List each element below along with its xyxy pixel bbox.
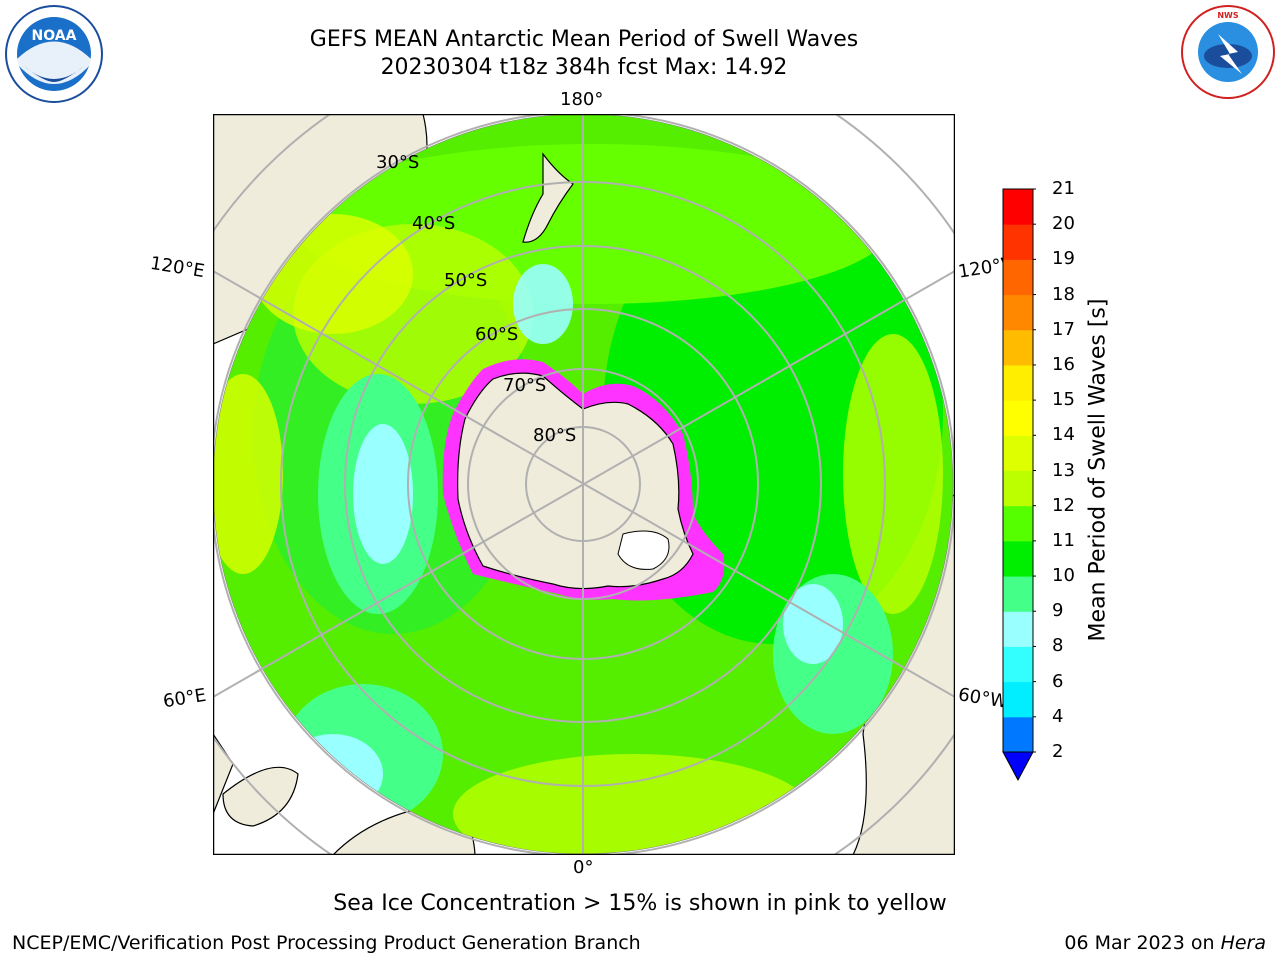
colorbar-band: [1003, 329, 1033, 366]
map-subtitle: 20230304 t18z 384h fcst Max: 14.92: [380, 55, 788, 80]
colorbar-tick-label: 15: [1052, 389, 1075, 411]
colorbar-tick-label: 10: [1052, 565, 1075, 587]
nws-logo: NWS: [1178, 4, 1278, 100]
colorbar-tick-label: 14: [1052, 424, 1075, 446]
svg-text:NWS: NWS: [1217, 11, 1239, 20]
colorbar-band: [1003, 540, 1033, 577]
colorbar-band: [1003, 364, 1033, 401]
lat-label-60s: 60°S: [475, 324, 519, 345]
footer-host: Hera: [1220, 932, 1266, 954]
colorbar-band: [1003, 294, 1033, 331]
colorbar-band: [1003, 646, 1033, 683]
lon-label-180: 180°: [560, 89, 604, 110]
africa-west-landmass: [213, 732, 234, 815]
colorbar-tick-label: 16: [1052, 353, 1075, 375]
lat-label-70s: 70°S: [503, 375, 547, 396]
colorbar-label: Mean Period of Swell Waves [s]: [1085, 298, 1111, 642]
colorbar-band: [1003, 716, 1033, 753]
colorbar-under-triangle: [1002, 751, 1034, 782]
colorbar-tick-label: 21: [1052, 178, 1075, 199]
colorbar-tick-label: 20: [1052, 213, 1075, 235]
colorbar-tick-label: 13: [1052, 459, 1075, 481]
lat-label-50s: 50°S: [444, 270, 488, 291]
noaa-logo: NOAA: [4, 4, 104, 104]
colorbar-band: [1003, 470, 1033, 507]
lon-label-120e: 120°E: [148, 252, 207, 283]
antarctic-ice-shelf: [617, 530, 670, 570]
footer-date: 06 Mar 2023 on Hera: [1064, 932, 1266, 954]
colorbar-tick-label: 12: [1052, 494, 1075, 516]
colorbar-tick-label: 11: [1052, 529, 1075, 551]
lat-label-30s: 30°S: [376, 152, 420, 173]
colorbar-band: [1003, 189, 1033, 225]
lat-label-80s: 80°S: [533, 425, 577, 446]
madagascar-landmass: [222, 766, 299, 827]
colorbar: [1002, 188, 1036, 782]
lat-label-40s: 40°S: [412, 213, 456, 234]
footer-date-text: 06 Mar 2023 on: [1064, 932, 1221, 954]
polar-map: [213, 114, 955, 855]
new-zealand-landmass: [522, 152, 574, 243]
colorbar-tick-label: 17: [1052, 318, 1075, 340]
lon-label-0: 0°: [573, 857, 594, 878]
map-title: GEFS MEAN Antarctic Mean Period of Swell…: [309, 27, 859, 52]
colorbar-band: [1003, 224, 1033, 260]
colorbar-tick-label: 2: [1052, 741, 1064, 762]
footer-branch: NCEP/EMC/Verification Post Processing Pr…: [12, 932, 641, 954]
colorbar-band: [1003, 435, 1033, 471]
sea-ice-note: Sea Ice Concentration > 15% is shown in …: [333, 891, 947, 916]
colorbar-tick-label: 4: [1052, 705, 1064, 727]
colorbar-tick-label: 6: [1052, 670, 1064, 692]
colorbar-band: [1003, 576, 1033, 612]
colorbar-tick-label: 9: [1052, 600, 1064, 622]
colorbar-band: [1003, 681, 1033, 718]
colorbar-band: [1003, 400, 1033, 436]
colorbar-band: [1003, 505, 1033, 542]
colorbar-tick-label: 18: [1052, 283, 1075, 305]
colorbar-tick-label: 8: [1052, 635, 1064, 657]
colorbar-band: [1003, 259, 1033, 296]
colorbar-tick-label: 19: [1052, 248, 1075, 270]
colorbar-band: [1003, 611, 1033, 647]
lon-label-60e: 60°E: [161, 684, 208, 713]
svg-text:NOAA: NOAA: [32, 28, 77, 44]
